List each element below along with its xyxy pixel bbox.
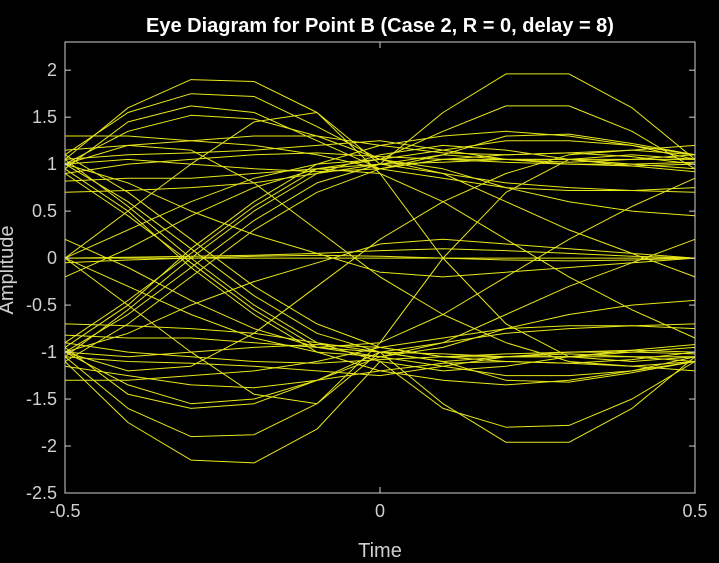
- eye-trace-30: [64, 323, 696, 353]
- y-tick-label: -1: [41, 342, 57, 362]
- y-tick-label: 0.5: [32, 201, 57, 221]
- eye-trace-16: [64, 144, 696, 358]
- y-tick-label: 1.5: [32, 107, 57, 127]
- axes: [64, 41, 696, 494]
- x-axis-title: Time: [358, 540, 402, 562]
- eye-trace-22: [64, 361, 696, 464]
- eye-trace-41: [64, 149, 696, 372]
- eye-trace-35: [64, 158, 696, 278]
- x-tick-label: -0.5: [49, 501, 80, 521]
- eye-trace-34: [64, 254, 696, 264]
- eye-trace-39: [64, 154, 696, 405]
- eye-trace-42: [64, 144, 696, 367]
- y-tick-label: -2.5: [26, 483, 57, 503]
- eye-trace-20: [64, 238, 696, 353]
- eye-trace-25: [64, 361, 696, 389]
- chart-title: Eye Diagram for Point B (Case 2, R = 0, …: [146, 15, 614, 37]
- y-tick-label: -2: [41, 436, 57, 456]
- x-tick-label: 0.5: [682, 501, 707, 521]
- y-tick-labels: 2 1.5 1 0.5 0 -0.5 -1 -1.5 -2 -2.5: [26, 60, 57, 503]
- y-tick-label: 1: [47, 154, 57, 174]
- y-tick-label: 2: [47, 60, 57, 80]
- y-tick-label: -1.5: [26, 389, 57, 409]
- eye-trace-27: [64, 342, 696, 364]
- eye-trace-36: [64, 238, 696, 358]
- eye-trace-14: [64, 163, 696, 278]
- eye-trace-17: [64, 130, 696, 348]
- eye-trace-31: [65, 325, 696, 381]
- eye-trace-6: [64, 152, 696, 174]
- eye-traces: [64, 73, 696, 464]
- y-tick-label: -0.5: [26, 295, 57, 315]
- y-tick-label: 0: [47, 248, 57, 268]
- eye-trace-43: [64, 163, 696, 193]
- x-tick-labels: -0.5 0 0.5: [49, 501, 707, 521]
- eye-trace-40: [64, 112, 696, 362]
- y-axis-title: Amplitude: [0, 226, 18, 315]
- eye-trace-44: [65, 135, 696, 191]
- eye-trace-33: [64, 248, 696, 259]
- x-tick-label: 0: [375, 501, 385, 521]
